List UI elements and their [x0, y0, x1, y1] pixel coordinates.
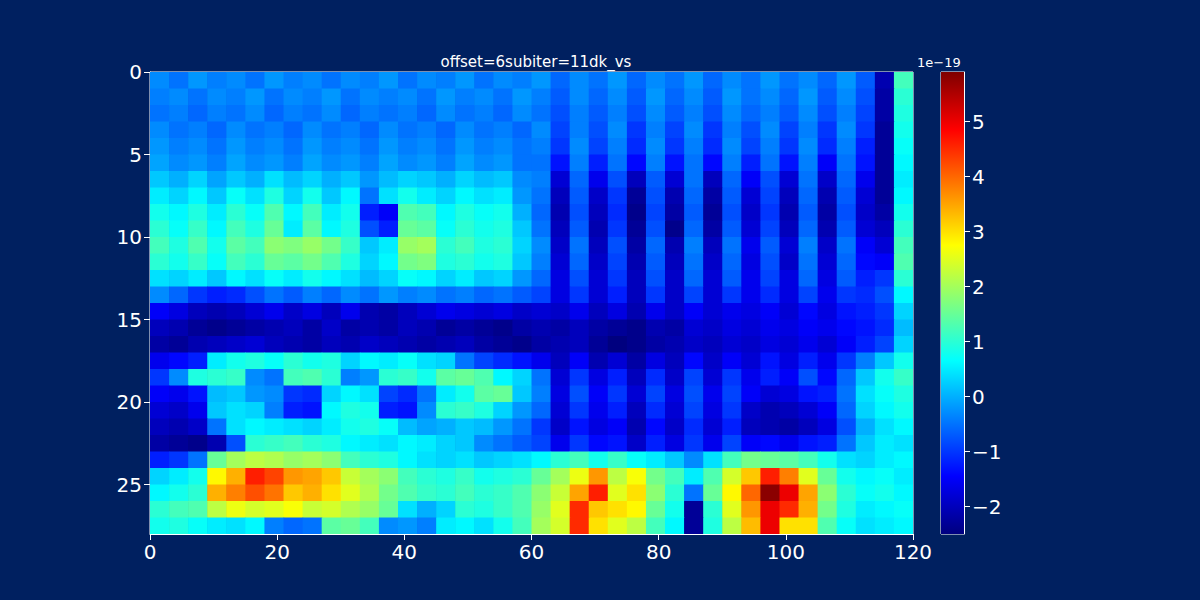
svg-text:2: 2: [972, 275, 985, 299]
svg-text:offset=6subiter=11dk_vs: offset=6subiter=11dk_vs: [441, 53, 632, 72]
svg-text:25: 25: [117, 473, 142, 497]
svg-text:120: 120: [894, 540, 932, 564]
svg-text:60: 60: [519, 540, 544, 564]
svg-text:5: 5: [972, 110, 985, 134]
svg-text:20: 20: [264, 540, 289, 564]
svg-text:0: 0: [144, 540, 157, 564]
svg-text:−2: −2: [972, 495, 1001, 519]
svg-text:0: 0: [972, 385, 985, 409]
svg-text:0: 0: [129, 60, 142, 84]
svg-text:1e−19: 1e−19: [917, 55, 961, 70]
svg-text:80: 80: [646, 540, 671, 564]
svg-text:15: 15: [117, 308, 142, 332]
svg-text:40: 40: [392, 540, 417, 564]
svg-text:100: 100: [767, 540, 805, 564]
svg-text:−1: −1: [972, 440, 1001, 464]
svg-text:5: 5: [129, 143, 142, 167]
svg-text:1: 1: [972, 330, 985, 354]
svg-text:20: 20: [117, 390, 142, 414]
svg-text:3: 3: [972, 220, 985, 244]
svg-text:4: 4: [972, 165, 985, 189]
svg-text:10: 10: [117, 225, 142, 249]
